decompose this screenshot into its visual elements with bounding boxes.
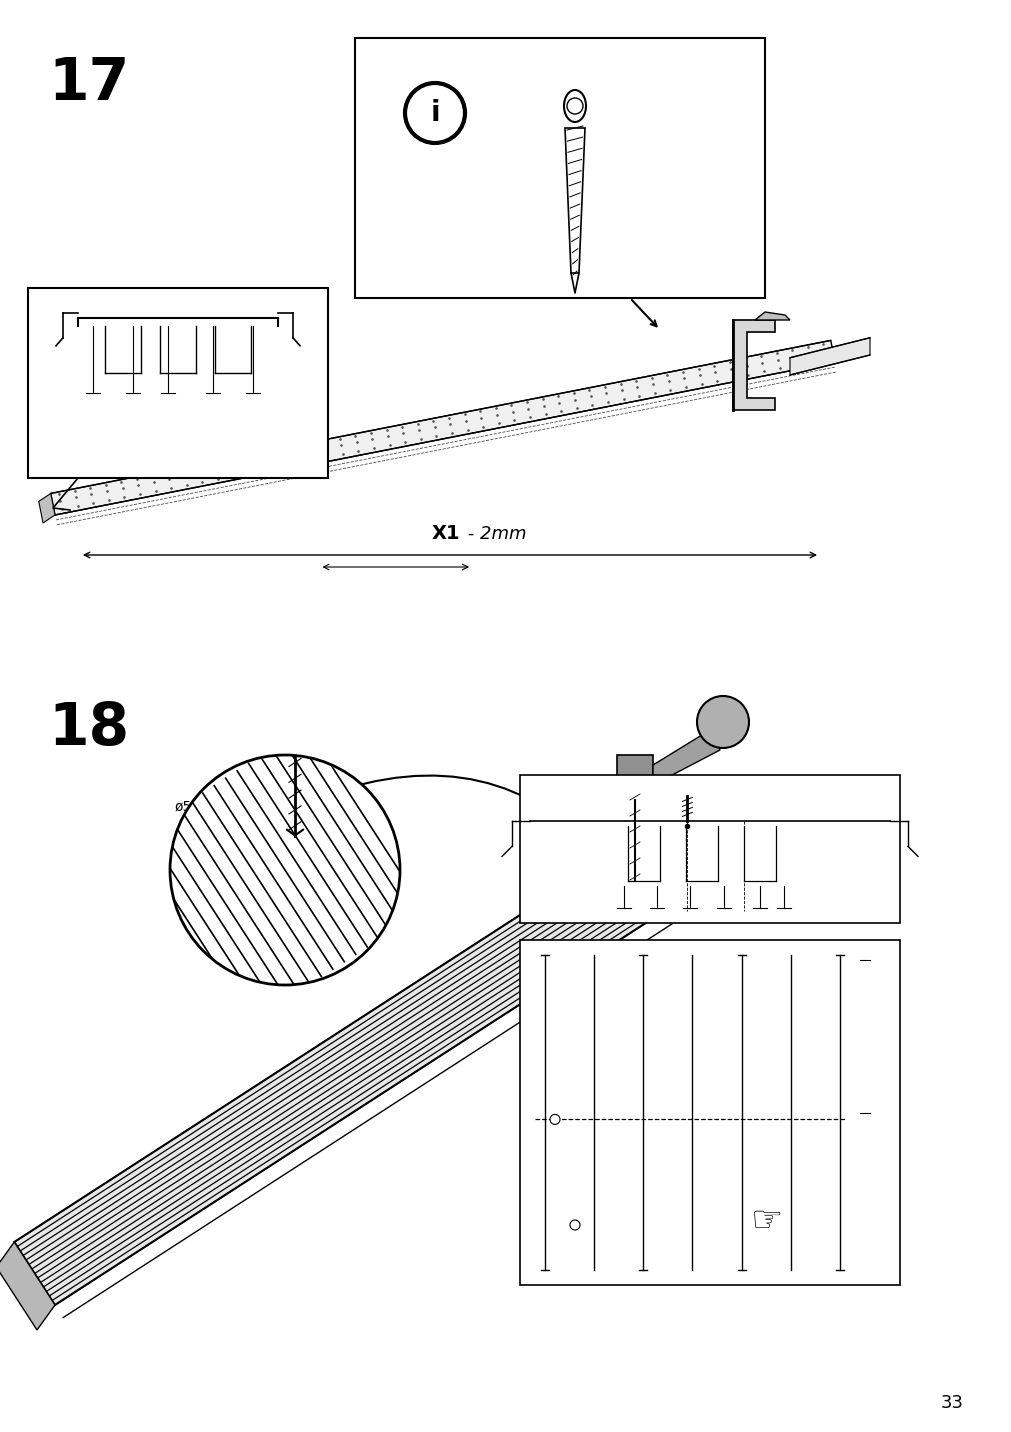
Circle shape	[404, 83, 464, 143]
Polygon shape	[617, 755, 652, 800]
Polygon shape	[51, 341, 834, 516]
Bar	[520, 939, 899, 1285]
Bar	[355, 39, 764, 298]
Text: X1: X1	[431, 524, 460, 543]
Circle shape	[549, 1114, 559, 1124]
Polygon shape	[38, 494, 55, 523]
Text: 18: 18	[48, 700, 129, 758]
Polygon shape	[652, 730, 719, 785]
Text: 50mm: 50mm	[664, 826, 718, 843]
Text: 50mm: 50mm	[872, 1014, 886, 1058]
Text: ø5mm: ø5mm	[175, 799, 219, 813]
Text: ☞: ☞	[750, 1203, 783, 1237]
Text: - 2mm: - 2mm	[462, 526, 526, 543]
Text: 17: 17	[48, 54, 129, 112]
Text: 50mm: 50mm	[309, 852, 354, 865]
Polygon shape	[790, 338, 869, 375]
Polygon shape	[14, 812, 719, 1305]
Circle shape	[566, 97, 582, 115]
Polygon shape	[564, 127, 584, 274]
Bar	[28, 288, 328, 478]
Polygon shape	[732, 319, 774, 410]
Text: i: i	[430, 99, 440, 127]
Circle shape	[569, 1220, 579, 1230]
Bar	[520, 775, 899, 924]
Polygon shape	[754, 312, 790, 319]
Circle shape	[170, 755, 399, 985]
Polygon shape	[0, 1242, 55, 1330]
Circle shape	[697, 696, 748, 748]
Text: 33: 33	[940, 1393, 963, 1412]
Ellipse shape	[563, 90, 585, 122]
